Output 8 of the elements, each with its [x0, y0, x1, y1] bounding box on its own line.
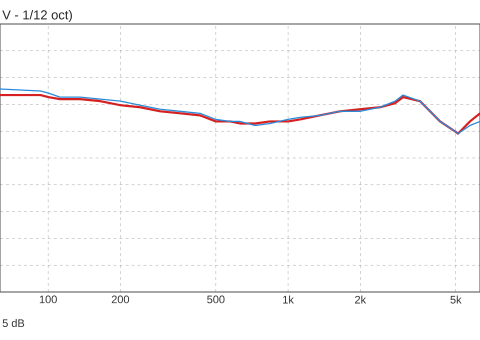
x-tick-label: 1k [283, 296, 294, 304]
text: 5 dB [2, 318, 24, 328]
x-tick-label: 500 [207, 296, 225, 304]
x-tick-label: 100 [40, 296, 57, 304]
x-tick-label: 200 [112, 296, 130, 304]
x-tick-label: 5k [450, 296, 462, 304]
chart-title: V - 1/12 oct) [2, 10, 72, 22]
x-tick-label: 2k [355, 296, 366, 304]
